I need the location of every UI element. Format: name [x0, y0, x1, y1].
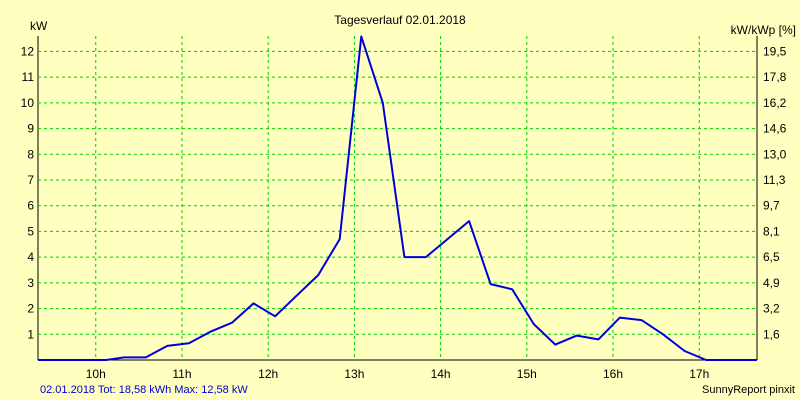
y-tick-label: 10: [21, 96, 35, 110]
y2-tick-label: 6,5: [763, 250, 780, 264]
y2-axis-label: kW/kWp [%]: [731, 23, 796, 37]
y2-tick-label: 8,1: [763, 224, 780, 238]
y-axis-label: kW: [30, 19, 48, 33]
y-tick-label: 5: [27, 224, 34, 238]
x-tick-label: 14h: [431, 367, 451, 381]
x-tick-label: 16h: [603, 367, 623, 381]
y2-tick-label: 9,7: [763, 199, 780, 213]
x-tick-label: 13h: [344, 367, 364, 381]
footer-summary: 02.01.2018 Tot: 18,58 kWh Max: 12,58 kW: [40, 384, 248, 396]
x-tick-label: 11h: [172, 367, 191, 381]
y-tick-label: 9: [27, 122, 34, 136]
plot-area: 1 1,6 2 3,2 3 4,9 4 6,5 5 8,1 6 9,7 7 11,3 8 13,0 9 14,6 1…: [21, 35, 787, 381]
y-tick-label: 4: [27, 250, 34, 264]
y2-tick-label: 3,2: [763, 302, 780, 316]
y-tick-label: 6: [27, 199, 34, 213]
y2-tick-label: 19,5: [763, 44, 787, 58]
x-tick-label: 15h: [517, 367, 537, 381]
y-tick-label: 2: [27, 302, 34, 316]
y-tick-label: 3: [27, 276, 34, 290]
y-tick-label: 1: [27, 327, 34, 341]
y2-tick-label: 13,0: [763, 147, 787, 161]
x-tick-label: 12h: [258, 367, 278, 381]
y-tick-label: 11: [22, 70, 35, 84]
chart-title: Tagesverlauf 02.01.2018: [334, 13, 466, 27]
y2-tick-label: 16,2: [763, 96, 787, 110]
y2-tick-label: 4,9: [763, 276, 780, 290]
y-tick-label: 7: [27, 173, 34, 187]
y-tick-label: 8: [27, 147, 34, 161]
y2-tick-label: 11,3: [763, 173, 786, 187]
y-tick-label: 12: [21, 44, 35, 58]
y2-tick-label: 14,6: [763, 122, 787, 136]
power-series-line: [38, 35, 757, 361]
x-tick-label: 10h: [86, 367, 106, 381]
x-tick-label: 17h: [689, 367, 709, 381]
y2-tick-label: 1,6: [763, 327, 780, 341]
y2-tick-label: 17,8: [763, 70, 787, 84]
footer-credit: SunnyReport pinxit: [702, 384, 795, 396]
